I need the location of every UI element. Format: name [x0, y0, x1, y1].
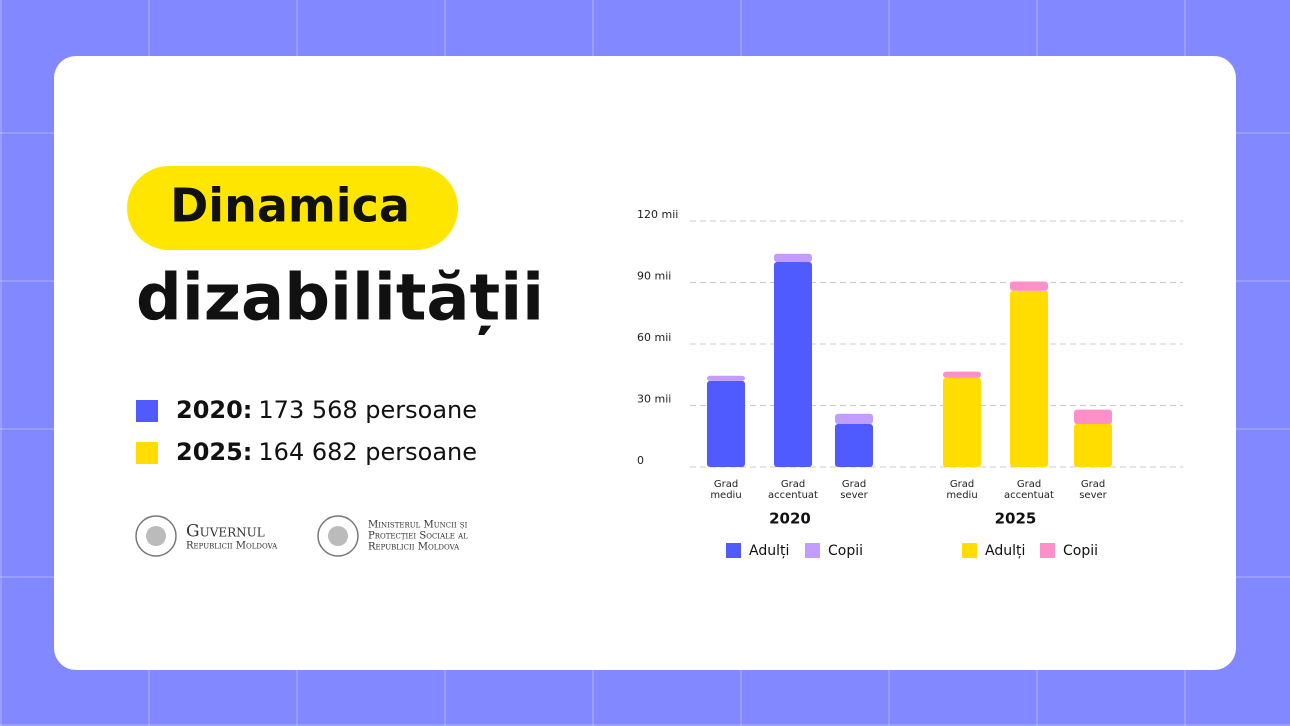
- x-tick-label: Grad mediu: [946, 479, 977, 501]
- x-tick-label-line: sever: [1079, 490, 1107, 501]
- logo-emblem-inner: [328, 526, 348, 546]
- bar-segment: [774, 262, 812, 467]
- logo-emblem: [135, 515, 177, 557]
- card: [54, 56, 1236, 670]
- title: dizabilității: [136, 262, 544, 336]
- legend-swatch: [726, 543, 741, 558]
- y-tick-label: 30 mii: [637, 393, 671, 406]
- summary-text: 173 568 persoane: [258, 396, 477, 424]
- logo-text: Guvernul: [186, 522, 265, 542]
- bar-segment: [1074, 423, 1112, 467]
- bar-segment: [774, 253, 812, 262]
- group-label: 2020: [769, 510, 811, 528]
- x-tick-label: Grad sever: [1079, 479, 1107, 501]
- summary-year: 2020:: [176, 396, 252, 424]
- bar-segment: [1010, 290, 1048, 467]
- logo-text: Republicii Moldova: [368, 542, 460, 553]
- legend-label: Copii: [1063, 543, 1098, 559]
- x-tick-label-line: Grad: [714, 479, 738, 490]
- y-tick-label: 120 mii: [637, 208, 678, 221]
- y-tick-label: 0: [637, 454, 644, 467]
- logo-emblem: [317, 515, 359, 557]
- x-tick-label-line: Grad: [842, 479, 866, 490]
- x-tick-label-line: sever: [840, 490, 868, 501]
- title-highlight-bg: [127, 166, 458, 250]
- bar-segment: [835, 423, 873, 467]
- x-tick-label: Grad accentuat: [1004, 479, 1054, 501]
- group-label: 2025: [995, 510, 1037, 528]
- bar-segment: [1010, 281, 1048, 291]
- logo-text: Protecției Sociale al: [368, 531, 468, 542]
- summary-year: 2025:: [176, 438, 252, 466]
- bar-segment: [835, 413, 873, 424]
- x-tick-label-line: mediu: [946, 490, 977, 501]
- x-tick-label-line: Grad: [950, 479, 974, 490]
- y-tick-label: 90 mii: [637, 270, 671, 283]
- x-tick-label-line: Grad: [781, 479, 805, 490]
- bar-segment: [707, 380, 745, 467]
- x-tick-label-line: mediu: [710, 490, 741, 501]
- x-tick-label-line: Grad: [1017, 479, 1041, 490]
- summary-swatch: [136, 442, 158, 464]
- logo-text: Ministerul Muncii și: [368, 520, 468, 531]
- x-tick-label-line: Grad: [1081, 479, 1105, 490]
- legend-label: Adulți: [749, 543, 789, 559]
- logo-text: Republicii Moldova: [186, 541, 278, 552]
- x-tick-label: Grad mediu: [710, 479, 741, 501]
- x-tick-label: Grad accentuat: [768, 479, 818, 501]
- summary-line: 2025: 164 682 persoane: [176, 438, 477, 466]
- x-tick-label-line: accentuat: [768, 490, 818, 501]
- summary-line: 2020: 173 568 persoane: [176, 396, 477, 424]
- summary-text: 164 682 persoane: [258, 438, 477, 466]
- y-tick-label: 60 mii: [637, 331, 671, 344]
- legend-swatch: [1040, 543, 1055, 558]
- legend-label: Adulți: [985, 543, 1025, 559]
- legend-swatch: [805, 543, 820, 558]
- x-tick-label-line: accentuat: [1004, 490, 1054, 501]
- legend-swatch: [962, 543, 977, 558]
- bar-segment: [1074, 409, 1112, 424]
- bar-segment: [943, 377, 981, 467]
- legend-label: Copii: [828, 543, 863, 559]
- logo-emblem-inner: [146, 526, 166, 546]
- title-highlight: Dinamica: [170, 179, 410, 233]
- bar-segment: [707, 375, 745, 381]
- summary-swatch: [136, 400, 158, 422]
- bar-segment: [943, 371, 981, 378]
- x-tick-label: Grad sever: [840, 479, 868, 501]
